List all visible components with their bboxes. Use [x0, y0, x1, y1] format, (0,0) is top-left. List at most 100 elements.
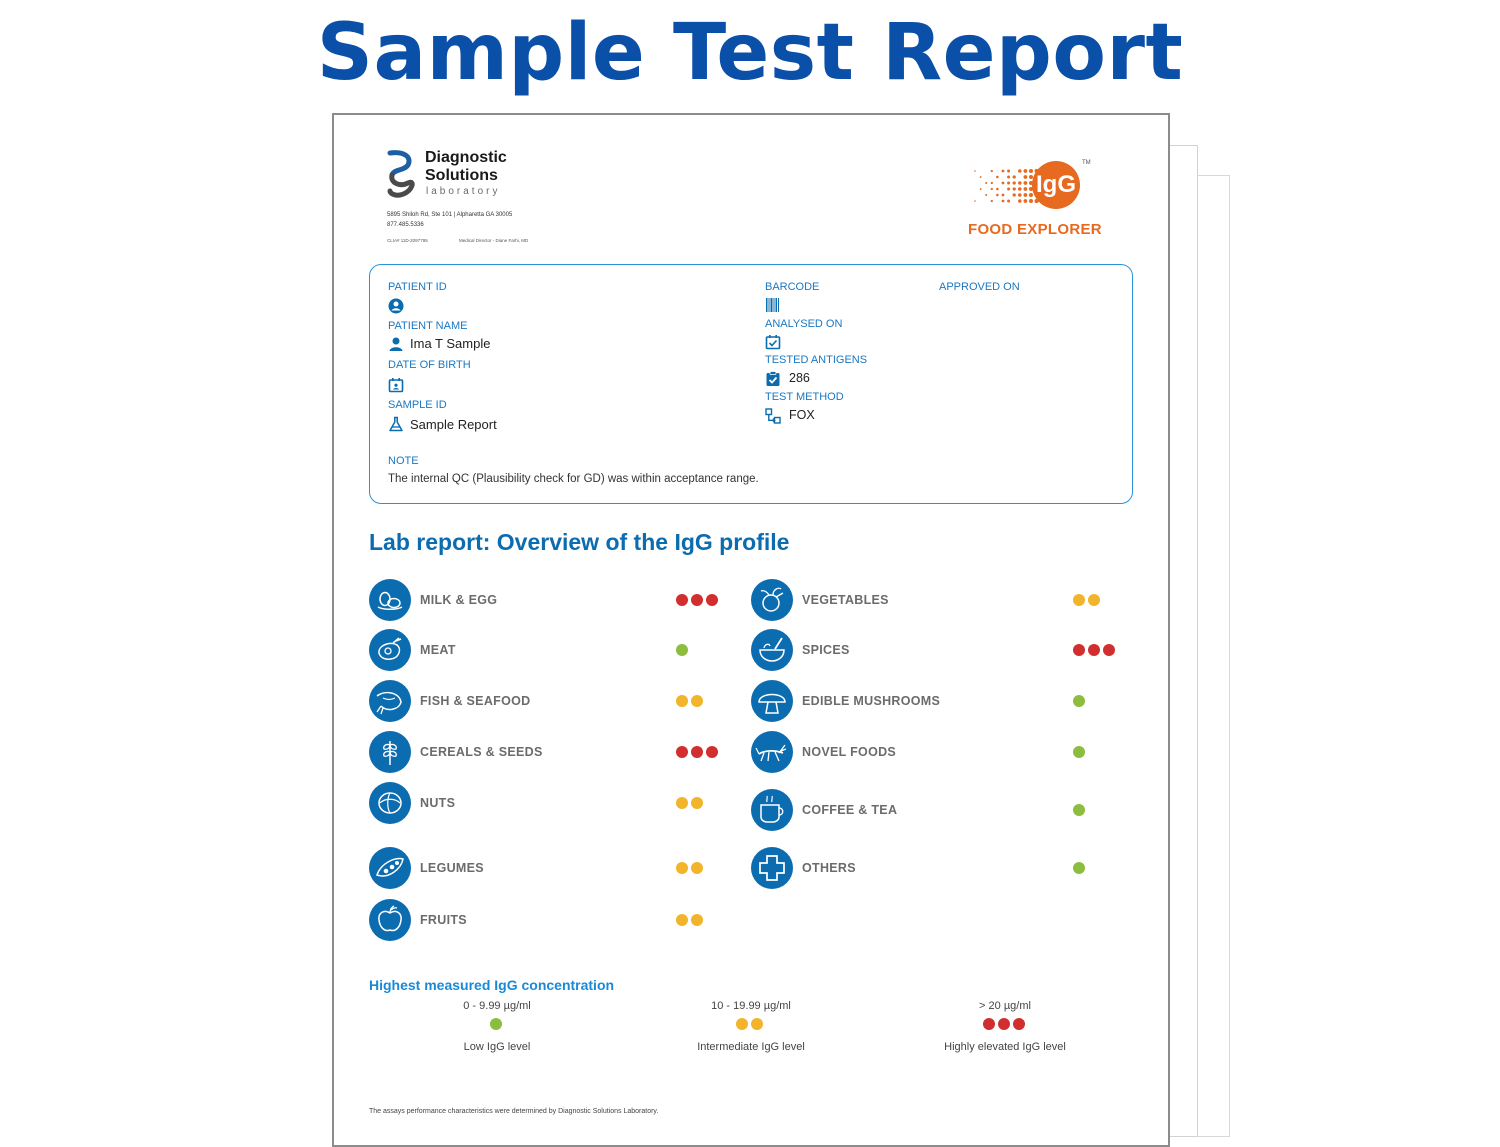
test-method-value: FOX — [789, 408, 815, 422]
plus-icon — [751, 847, 793, 889]
wheat-icon — [369, 731, 411, 773]
approved-on-label: APPROVED ON — [939, 281, 1020, 293]
method-flow-icon — [765, 408, 781, 424]
level-dot — [691, 594, 703, 606]
level-dot — [706, 746, 718, 758]
legend-description: Low IgG level — [463, 1041, 531, 1053]
patient-id-icon — [388, 298, 404, 314]
product-logo: IgG TM FOOD EXPLORER — [962, 155, 1122, 245]
level-dot — [676, 644, 688, 656]
category-label: FRUITS — [420, 913, 467, 927]
level-dot — [751, 1018, 763, 1030]
level-dot — [676, 862, 688, 874]
lab-name-line2: Solutions — [425, 167, 498, 184]
category-row: CEREALS & SEEDS — [369, 731, 736, 775]
level-indicator — [1073, 644, 1118, 658]
category-row: VEGETABLES — [751, 579, 1133, 623]
category-label: MEAT — [420, 643, 456, 657]
legend-dots — [895, 1018, 1115, 1032]
category-label: NOVEL FOODS — [802, 745, 897, 759]
category-label: COFFEE & TEA — [802, 803, 898, 817]
barcode-label: BARCODE — [765, 281, 820, 293]
category-row: OTHERS — [751, 847, 1133, 891]
note-label: NOTE — [388, 455, 419, 467]
legend-description: Intermediate IgG level — [697, 1041, 805, 1053]
category-row: COFFEE & TEA — [751, 789, 1133, 833]
person-icon — [389, 337, 403, 351]
spice-bowl-icon — [751, 629, 793, 671]
level-dot — [691, 746, 703, 758]
category-label: EDIBLE MUSHROOMS — [802, 694, 941, 708]
medical-director: Medical Director - Diane Farhi, MD — [458, 238, 529, 243]
level-dot — [676, 746, 688, 758]
level-indicator — [676, 746, 721, 760]
barcode-icon — [766, 298, 779, 312]
fish-icon — [369, 680, 411, 722]
category-label: VEGETABLES — [802, 593, 889, 607]
patient-name-value: Ima T Sample — [410, 336, 491, 351]
test-method-label: TEST METHOD — [765, 391, 844, 403]
category-label: FISH & SEAFOOD — [420, 694, 531, 708]
level-dot — [1073, 746, 1085, 758]
level-dot — [1073, 594, 1085, 606]
level-indicator — [1073, 746, 1088, 760]
level-indicator — [1073, 695, 1088, 709]
report-page: Diagnostic Solutions laboratory 5895 Shi… — [332, 113, 1170, 1147]
calendar-check-icon — [765, 335, 781, 350]
category-row: MILK & EGG — [369, 579, 736, 623]
level-dot — [1073, 644, 1085, 656]
page-title: Sample Test Report — [316, 8, 1184, 98]
igg-badge: IgG — [1032, 161, 1080, 209]
level-dot — [676, 797, 688, 809]
footer-note: The assays performance characteristics w… — [369, 1108, 659, 1115]
legume-icon — [369, 847, 411, 889]
level-dot — [1073, 862, 1085, 874]
tested-antigens-value: 286 — [789, 371, 810, 385]
level-indicator — [676, 862, 706, 876]
legend-description: Highly elevated IgG level — [944, 1041, 1066, 1053]
apple-icon — [369, 899, 411, 941]
level-dot — [706, 594, 718, 606]
level-dot — [489, 1018, 502, 1030]
lab-credentials: CLIA# 11D-2097795 Medical Director - Dia… — [387, 238, 558, 243]
legend-title: Highest measured IgG concentration — [369, 977, 615, 993]
level-dot — [1088, 594, 1100, 606]
legend-item: 0 - 9.99 µg/ml Low IgG level — [387, 1000, 607, 1053]
legend-dots — [641, 1018, 861, 1032]
category-label: SPICES — [802, 643, 850, 657]
level-dot — [676, 695, 688, 707]
lab-address-block: 5895 Shiloh Rd, Ste 101 | Alpharetta GA … — [387, 210, 512, 230]
sample-id-value: Sample Report — [410, 417, 497, 432]
level-indicator — [676, 914, 706, 928]
clia-number: CLIA# 11D-2097795 — [387, 238, 428, 243]
nut-icon — [369, 782, 411, 824]
category-row: NUTS — [369, 782, 736, 826]
lab-phone: 877.485.5336 — [387, 222, 424, 228]
category-row: SPICES — [751, 629, 1133, 673]
level-dot — [676, 594, 688, 606]
legend-dots — [387, 1018, 607, 1032]
lab-name-line1: Diagnostic — [425, 149, 507, 166]
level-indicator — [1073, 862, 1088, 876]
cricket-icon — [751, 731, 793, 773]
lab-address: 5895 Shiloh Rd, Ste 101 | Alpharetta GA … — [387, 212, 513, 218]
level-dot — [676, 914, 688, 926]
category-label: CEREALS & SEEDS — [420, 745, 543, 759]
level-indicator — [1073, 804, 1088, 818]
flask-icon — [389, 416, 403, 432]
level-dot — [1103, 644, 1115, 656]
mushroom-icon — [751, 680, 793, 722]
category-row: NOVEL FOODS — [751, 731, 1133, 775]
level-dot — [982, 1018, 995, 1030]
milk-egg-icon — [369, 579, 411, 621]
dob-label: DATE OF BIRTH — [388, 359, 471, 371]
note-text: The internal QC (Plausibility check for … — [388, 473, 759, 485]
level-dot — [691, 797, 703, 809]
legend-range: > 20 µg/ml — [979, 1000, 1031, 1012]
overview-title: Lab report: Overview of the IgG profile — [369, 529, 790, 555]
cup-icon — [751, 789, 793, 831]
meat-icon — [369, 629, 411, 671]
legend-range: 0 - 9.99 µg/ml — [463, 1000, 531, 1012]
lab-name-sub: laboratory — [426, 186, 501, 197]
category-row: LEGUMES — [369, 847, 736, 891]
